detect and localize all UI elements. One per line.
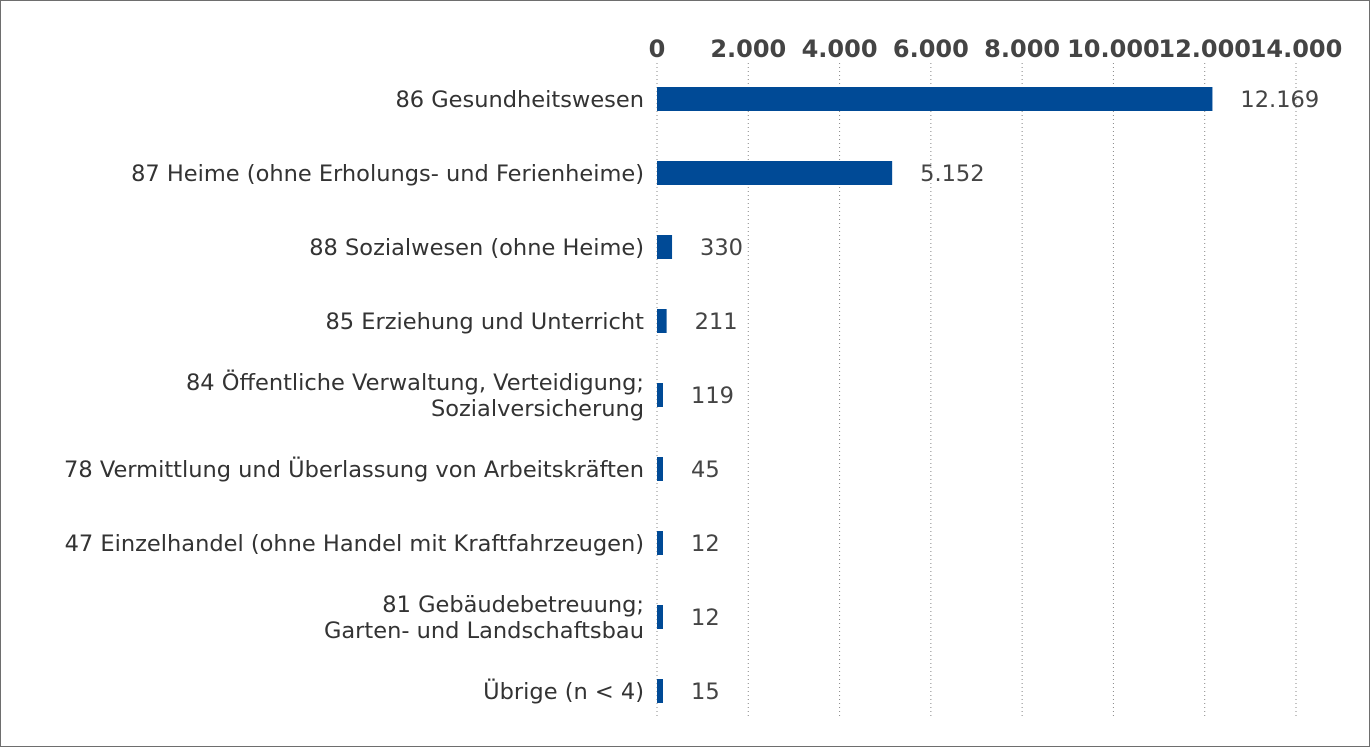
bar bbox=[657, 383, 663, 407]
bar bbox=[657, 679, 663, 703]
category-label: 78 Vermittlung und Überlassung von Arbei… bbox=[64, 455, 644, 483]
x-tick-label: 12.000 bbox=[1158, 35, 1251, 63]
value-label: 15 bbox=[691, 679, 720, 705]
category-label: 81 Gebäudebetreuung; bbox=[382, 592, 644, 618]
category-label: Garten- und Landschaftsbau bbox=[324, 618, 644, 644]
bar bbox=[657, 531, 663, 555]
value-label: 45 bbox=[691, 457, 720, 483]
x-tick-label: 8.000 bbox=[984, 35, 1060, 63]
category-label: 88 Sozialwesen (ohne Heime) bbox=[309, 235, 644, 261]
bars bbox=[657, 87, 1213, 703]
value-label: 330 bbox=[700, 235, 743, 261]
x-tick-label: 4.000 bbox=[802, 35, 878, 63]
category-label: 47 Einzelhandel (ohne Handel mit Kraftfa… bbox=[65, 531, 644, 557]
value-labels: 12.169 5.152 330 211 119 45 12 12 15 bbox=[691, 87, 1319, 705]
category-label: 84 Öffentliche Verwaltung, Verteidigung; bbox=[186, 368, 644, 396]
category-label: Übrige (n < 4) bbox=[483, 677, 644, 705]
x-tick-label: 10.000 bbox=[1067, 35, 1160, 63]
x-tick-label: 0 bbox=[649, 35, 666, 63]
bar bbox=[657, 309, 667, 333]
value-label: 12 bbox=[691, 531, 720, 557]
category-label: 85 Erziehung und Unterricht bbox=[325, 309, 644, 335]
x-tick-label: 2.000 bbox=[710, 35, 786, 63]
value-label: 12 bbox=[691, 605, 720, 631]
category-labels: 86 Gesundheitswesen 87 Heime (ohne Erholu… bbox=[64, 87, 644, 705]
bar bbox=[657, 457, 663, 481]
bar bbox=[657, 161, 893, 185]
x-tick-label: 6.000 bbox=[893, 35, 969, 63]
bar bbox=[657, 87, 1213, 111]
category-label: Sozialversicherung bbox=[431, 396, 644, 422]
value-label: 12.169 bbox=[1240, 87, 1319, 113]
bar bbox=[657, 235, 673, 259]
value-label: 211 bbox=[695, 309, 738, 335]
x-tick-label: 14.000 bbox=[1250, 35, 1343, 63]
bar bbox=[657, 605, 663, 629]
value-label: 119 bbox=[691, 383, 734, 409]
category-label: 87 Heime (ohne Erholungs- und Ferienheim… bbox=[131, 161, 644, 187]
value-label: 5.152 bbox=[920, 161, 984, 187]
category-label: 86 Gesundheitswesen bbox=[395, 87, 644, 113]
